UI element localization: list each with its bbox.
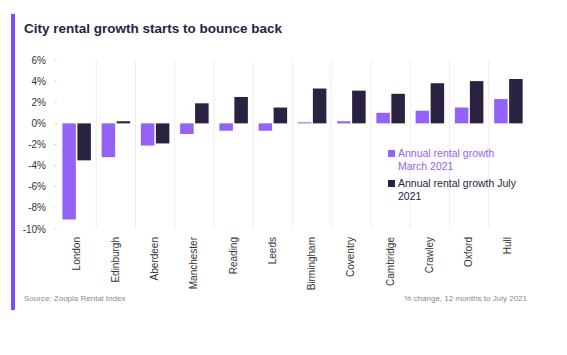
separator [488, 60, 489, 229]
bar [509, 79, 523, 123]
legend: Annual rental growth March 2021 Annual re… [388, 147, 518, 207]
y-tick-label: -4% [28, 160, 46, 171]
bar [62, 123, 76, 219]
bar [337, 121, 351, 123]
y-tick [54, 229, 57, 230]
x-tick-label: Coventry [345, 237, 356, 277]
y-tick-label: 2% [32, 97, 47, 108]
y-tick-label: 0% [32, 118, 47, 129]
separator [214, 60, 215, 229]
separator [253, 60, 254, 229]
bar [352, 91, 366, 124]
bar [219, 123, 233, 130]
x-tick-label: Cambridge [385, 237, 396, 286]
bar [234, 97, 248, 123]
y-tick [54, 60, 57, 61]
y-tick [54, 102, 57, 103]
title: City rental growth starts to bounce back [24, 21, 283, 36]
bar [259, 123, 273, 130]
y-tick [54, 165, 57, 166]
y-tick-label: 4% [32, 76, 47, 87]
bar [391, 94, 405, 124]
x-tick-label: Reading [228, 237, 239, 274]
bar [376, 113, 390, 124]
annotation: Source: Zoopla Rental Index [24, 294, 125, 303]
legend-label: Annual rental growth March 2021 [398, 147, 494, 172]
separator [331, 60, 332, 229]
y-tick-label: 6% [32, 55, 47, 66]
separator [292, 60, 293, 229]
legend-item: Annual rental growth March 2021 [388, 147, 518, 173]
bar [470, 81, 484, 123]
bar [141, 123, 155, 145]
y-tick [54, 186, 57, 187]
bar [274, 108, 288, 124]
y-tick-label: -2% [28, 139, 46, 150]
legend-label: Annual rental growth July 2021 [398, 177, 516, 202]
x-tick-label: Manchester [188, 236, 199, 289]
bars [62, 79, 522, 219]
y-tick [54, 144, 57, 145]
y-tick-label: -6% [28, 181, 46, 192]
x-tick-label: Leeds [267, 237, 278, 264]
accent-bar [11, 14, 15, 310]
y-tick [54, 123, 57, 124]
bar [494, 99, 508, 123]
y-tick-label: -8% [28, 202, 46, 213]
x-tick-label: Edinburgh [110, 237, 121, 283]
separator [410, 60, 411, 229]
separator [371, 60, 372, 229]
separator [174, 60, 175, 229]
bar [431, 83, 445, 123]
x-tick-label: Hull [502, 237, 513, 254]
bar [102, 123, 116, 157]
bar [313, 89, 327, 124]
x-tick-label: Birmingham [306, 237, 317, 290]
legend-swatch [388, 150, 395, 157]
x-tick-label: London [71, 237, 82, 270]
legend-swatch [388, 180, 395, 187]
y-tick [54, 207, 57, 208]
separator [135, 60, 136, 229]
y-tick [54, 81, 57, 82]
bar [455, 108, 469, 124]
separator [96, 60, 97, 229]
bar [416, 111, 430, 124]
bar [195, 103, 209, 123]
bar [180, 123, 194, 134]
annotation: % change, 12 months to July 2021 [404, 294, 527, 303]
separator [449, 60, 450, 229]
x-tick-label: Aberdeen [149, 237, 160, 280]
bar [77, 123, 91, 160]
y-tick-label: -10% [23, 224, 46, 235]
bar [298, 122, 312, 123]
legend-item: Annual rental growth July 2021 [388, 177, 518, 203]
bar [117, 121, 131, 123]
x-tick-label: Oxford [463, 237, 474, 267]
bar [156, 123, 170, 143]
x-tick-label: Crawley [424, 237, 435, 273]
